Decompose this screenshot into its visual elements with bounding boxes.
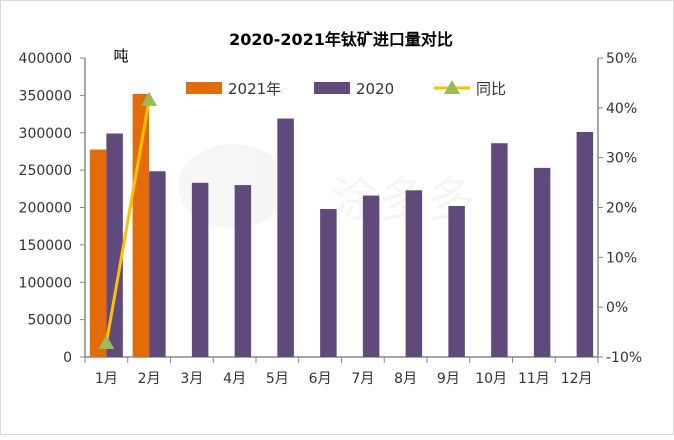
y-tick-label: 150000 [19,238,72,254]
bar-2021年-1月 [89,149,107,357]
x-tick-label: 8月 [394,371,417,387]
x-tick-label: 10月 [475,371,507,387]
y-tick-label: 300000 [19,126,72,142]
y2-tick-label: 50% [606,51,637,67]
y-axis-unit: 吨 [113,47,128,65]
x-tick-label: 5月 [266,371,289,387]
marker-同比 [141,91,158,106]
bar-2020-9月 [448,206,465,357]
bar-2020-1月 [106,133,123,357]
legend-label: 同比 [476,80,506,98]
bar-2020-11月 [533,167,551,357]
legend-marker [444,80,460,94]
y-tick-label: 250000 [19,163,72,179]
y2-tick-label: 20% [606,201,637,217]
x-tick-label: 7月 [351,371,374,387]
y2-tick-label: 30% [606,151,637,167]
line-同比 [104,99,151,344]
x-tick-label: 12月 [561,371,593,387]
bar-2020-12月 [576,132,594,357]
x-tick-label: 4月 [223,371,246,387]
legend-label: 2021年 [228,80,281,98]
x-tick-label: 11月 [518,371,550,387]
bar-2020-4月 [234,185,252,357]
y-tick-label: 200000 [19,201,72,217]
bar-2020-8月 [405,190,423,357]
bar-2021年-2月 [132,93,150,357]
bar-2020-10月 [491,143,508,357]
bar-2020-3月 [191,182,209,357]
bar-2020-5月 [277,118,294,357]
bar-2020-7月 [362,195,380,357]
y-tick-label: 350000 [19,88,72,104]
y-tick-label: 0 [63,350,72,366]
marker-同比 [98,335,115,350]
bar-2020-2月 [149,171,166,357]
x-tick-label: 2月 [138,371,161,387]
legend-swatch [186,82,222,94]
x-tick-label: 9月 [437,371,460,387]
y-tick-label: 100000 [19,275,72,291]
x-tick-label: 3月 [180,371,203,387]
legend-label: 2020 [356,80,394,98]
y2-tick-label: 0% [606,300,628,316]
x-tick-label: 6月 [309,371,332,387]
y-tick-label: 400000 [19,51,72,67]
bar-2020-6月 [320,208,337,357]
y2-tick-label: -10% [606,350,642,366]
legend-swatch [314,82,350,94]
chart-title: 2020-2021年钛矿进口量对比 [229,30,453,49]
x-tick-label: 1月 [95,371,118,387]
y2-tick-label: 40% [606,101,637,117]
y2-tick-label: 10% [606,250,637,266]
y-tick-label: 50000 [27,313,72,329]
